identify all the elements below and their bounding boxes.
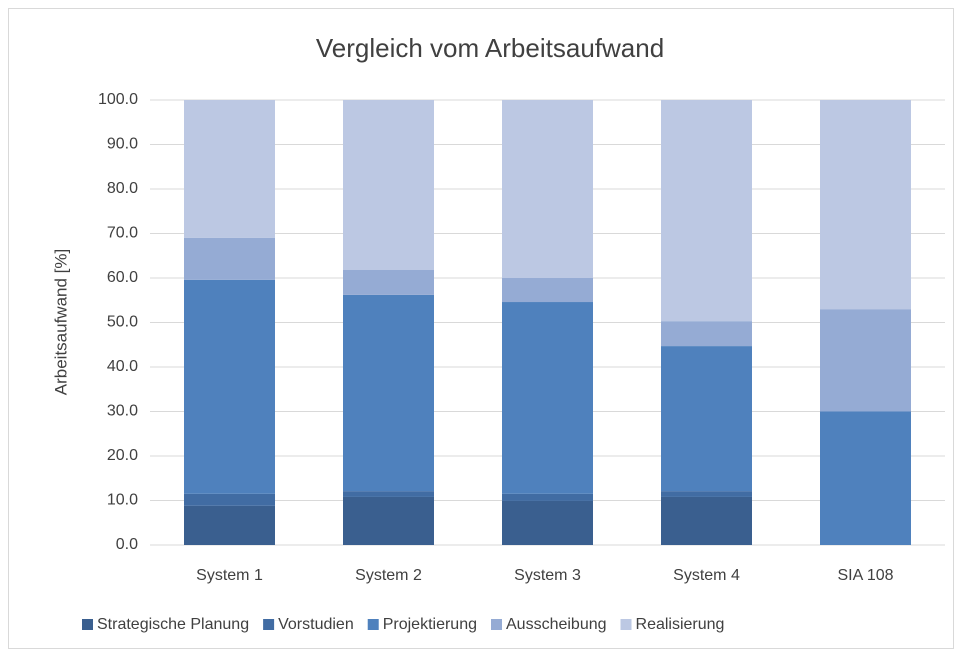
bar-segment (184, 100, 275, 238)
bar-segment (184, 505, 275, 545)
y-tick-label: 80.0 (107, 180, 138, 197)
bar-segment (343, 269, 434, 295)
y-tick-label: 50.0 (107, 314, 138, 331)
bar-segment (184, 237, 275, 280)
bar-segment (502, 493, 593, 501)
bar-segment (820, 309, 911, 412)
bar-segment (661, 496, 752, 545)
legend-label: Strategische Planung (97, 616, 249, 633)
bar-segment (343, 100, 434, 270)
y-tick-label: 10.0 (107, 492, 138, 509)
chart-border (8, 8, 954, 649)
legend-label: Projektierung (383, 616, 477, 633)
bar-segment (502, 500, 593, 545)
bar-segment (184, 493, 275, 506)
bar-segment (661, 100, 752, 322)
y-tick-label: 0.0 (116, 536, 138, 553)
y-tick-label: 40.0 (107, 358, 138, 375)
y-tick-label: 60.0 (107, 269, 138, 286)
legend-swatch (491, 619, 502, 630)
x-tick-label: System 1 (196, 567, 263, 584)
legend-swatch (82, 619, 93, 630)
y-tick-label: 70.0 (107, 225, 138, 242)
x-tick-label: System 4 (673, 567, 740, 584)
y-tick-label: 30.0 (107, 403, 138, 420)
y-tick-label: 20.0 (107, 447, 138, 464)
x-tick-label: System 3 (514, 567, 581, 584)
legend-swatch (263, 619, 275, 630)
bar-segment (661, 321, 752, 347)
legend-swatch (367, 619, 379, 630)
y-tick-label: 100.0 (98, 91, 138, 108)
legend-swatch (620, 619, 632, 630)
bar-segment (343, 496, 434, 545)
bar-segment (502, 302, 593, 494)
legend-label: Realisierung (636, 616, 725, 633)
bar-segment (661, 491, 752, 497)
bar-segment (820, 411, 911, 545)
y-tick-label: 90.0 (107, 136, 138, 153)
bar-segment (343, 491, 434, 497)
bar-segment (502, 278, 593, 303)
y-axis-label: Arbeitsaufwand [%] (51, 249, 70, 395)
chart-title: Vergleich vom Arbeitsaufwand (316, 33, 664, 63)
bar-segment (343, 294, 434, 492)
legend-label: Vorstudien (278, 616, 354, 633)
x-tick-label: SIA 108 (837, 567, 893, 584)
bar-segment (502, 100, 593, 278)
bar-segment (661, 346, 752, 492)
x-tick-label: System 2 (355, 567, 422, 584)
bar-segment (820, 100, 911, 310)
legend-label: Ausscheibung (506, 616, 607, 633)
bar-segment (184, 279, 275, 494)
